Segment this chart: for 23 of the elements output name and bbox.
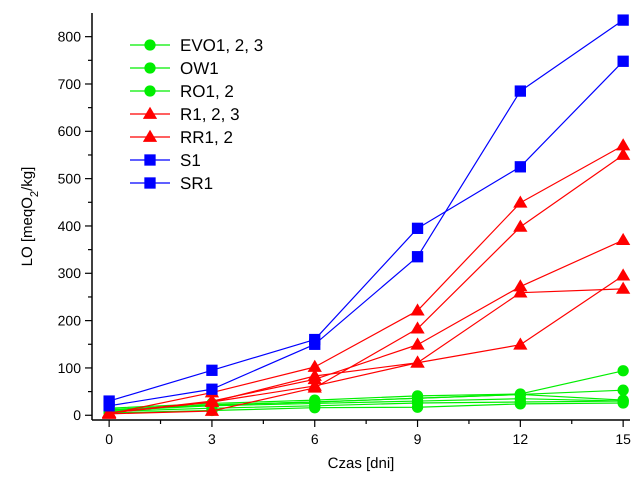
y-tick-label: 400 — [58, 218, 82, 234]
y-tick-label: 100 — [58, 360, 82, 376]
x-tick-label: 3 — [208, 431, 216, 447]
legend-label: RO1, 2 — [180, 82, 234, 101]
y-tick-label: 800 — [58, 28, 82, 45]
y-tick-label: 500 — [58, 170, 82, 187]
x-tick-label: 6 — [310, 431, 319, 447]
y-tick-label: 300 — [58, 265, 82, 282]
x-tick-label: 15 — [615, 431, 632, 447]
y-tick-label: 0 — [73, 407, 82, 424]
legend-label: OW1 — [180, 58, 219, 78]
x-tick-label: 12 — [512, 431, 528, 447]
legend-label: R1, 2, 3 — [180, 104, 240, 124]
x-axis-title: Czas [dni] — [328, 455, 394, 472]
legend-label: S1 — [180, 150, 201, 170]
y-tick-label: 200 — [58, 312, 82, 329]
y-tick-label: 600 — [58, 123, 82, 140]
legend-label: EVO1, 2, 3 — [180, 36, 264, 55]
legend-label: RR1, 2 — [180, 128, 233, 147]
legend-label: SR1 — [180, 174, 214, 193]
x-tick-label: 0 — [105, 431, 114, 447]
x-tick-label: 9 — [414, 431, 422, 447]
y-tick-label: 700 — [58, 76, 82, 92]
